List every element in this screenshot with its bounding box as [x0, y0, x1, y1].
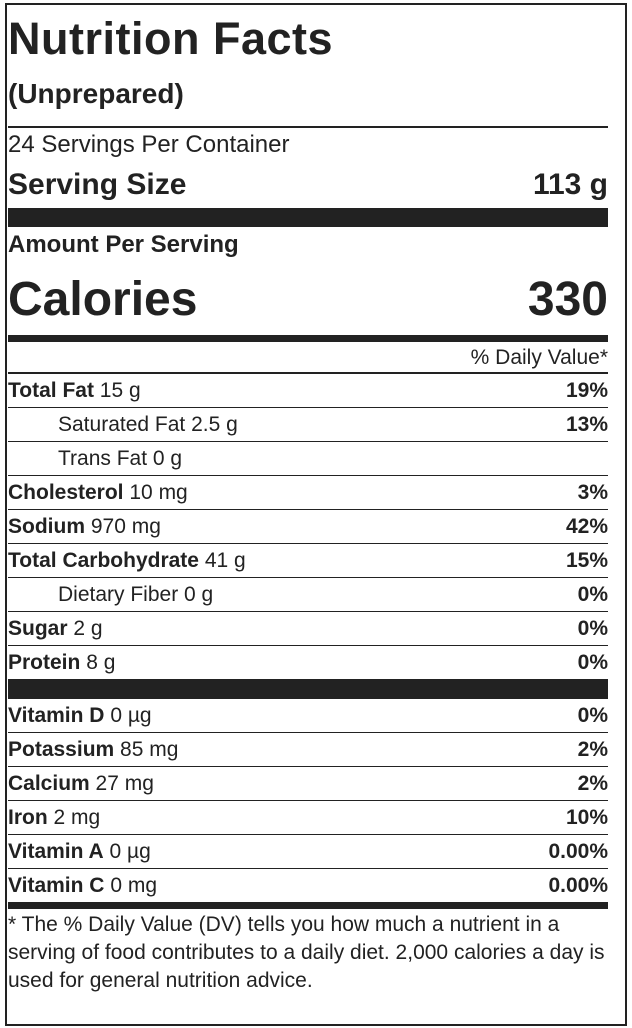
nutrient-name: Sugar: [8, 616, 68, 640]
nutrient-row: Iron 2 mg 10%: [8, 800, 608, 834]
daily-value: 3%: [577, 480, 608, 504]
nutrient-name: Saturated Fat: [58, 412, 186, 436]
nutrient-amount: 0 µg: [110, 703, 152, 727]
nutrient-row: Potassium 85 mg 2%: [8, 732, 608, 766]
nutrient-name: Vitamin A: [8, 839, 104, 863]
title: Nutrition Facts: [8, 13, 334, 64]
nutrient-name: Dietary Fiber: [58, 582, 179, 606]
nutrient-name: Trans Fat: [58, 446, 148, 470]
nutrient-row: Sodium 970 mg 42%: [8, 509, 608, 543]
footnote: * The % Daily Value (DV) tells you how m…: [8, 913, 605, 992]
nutrient: Cholesterol 10 mg: [8, 481, 188, 505]
nutrient-amount: 2 g: [73, 616, 103, 640]
nutrient: Protein 8 g: [8, 651, 115, 675]
sub-nutrient-row: Saturated Fat 2.5 g 13%: [8, 407, 608, 441]
daily-value: 2%: [577, 771, 608, 795]
vitamin-list: Vitamin D 0 µg 0% Potassium 85 mg 2% Calcium…: [8, 699, 608, 902]
nutrition-label: Nutrition Facts (Unprepared) 24 Servings…: [8, 8, 608, 995]
nutrient-row: Total Carbohydrate 41 g 15%: [8, 543, 608, 577]
nutrient: Total Fat 15 g: [8, 379, 141, 403]
divider: [8, 902, 608, 909]
nutrient-name: Potassium: [8, 737, 115, 761]
nutrient-row: Protein 8 g 0%: [8, 645, 608, 679]
sub-nutrient-row: Dietary Fiber 0 g 0%: [8, 577, 608, 611]
nutrient-amount: 15 g: [99, 378, 141, 402]
nutrient-amount: 8 g: [86, 650, 116, 674]
daily-value: 0.00%: [548, 839, 608, 863]
subtitle: (Unprepared): [8, 70, 608, 128]
daily-value: 0%: [577, 582, 608, 606]
daily-value: 19%: [565, 378, 608, 402]
nutrient: Potassium 85 mg: [8, 738, 178, 762]
nutrient-name: Total Carbohydrate: [8, 548, 199, 572]
nutrient-row: Vitamin C 0 mg 0.00%: [8, 868, 608, 902]
nutrient: Calcium 27 mg: [8, 772, 154, 796]
daily-value: 0%: [577, 650, 608, 674]
nutrient-amount: 2 mg: [53, 805, 101, 829]
serving-size: Serving Size 113 g: [8, 162, 608, 208]
daily-value: 13%: [565, 412, 608, 436]
daily-value: 15%: [565, 548, 608, 572]
nutrient-name: Calcium: [8, 771, 90, 795]
nutrient: Vitamin D 0 µg: [8, 704, 152, 728]
nutrient-name: Vitamin D: [8, 703, 105, 727]
nutrient-amount: 970 mg: [90, 514, 161, 538]
daily-value: 0%: [577, 616, 608, 640]
nutrient-name: Protein: [8, 650, 81, 674]
nutrient: Sugar 2 g: [8, 617, 103, 641]
nutrient: Trans Fat 0 g: [8, 447, 182, 471]
nutrient: Vitamin C 0 mg: [8, 874, 157, 898]
nutrient-row: Sugar 2 g 0%: [8, 611, 608, 645]
daily-value: 0.00%: [548, 873, 608, 897]
nutrient-amount: 0 µg: [109, 839, 151, 863]
nutrient-amount: 0 g: [152, 446, 183, 470]
nutrient-row: Total Fat 15 g 19%: [8, 374, 608, 407]
servings: 24 Servings Per Container: [8, 131, 290, 158]
nutrient-amount: 0 g: [184, 582, 214, 606]
nutrient: Sodium 970 mg: [8, 515, 161, 539]
sub-nutrient-row: Trans Fat 0 g: [8, 441, 608, 475]
divider: [8, 208, 608, 227]
divider: [8, 679, 608, 699]
nutrient-name: Cholesterol: [8, 480, 124, 504]
nutrient-name: Vitamin C: [8, 873, 105, 897]
nutrient: Dietary Fiber 0 g: [8, 583, 213, 607]
nutrient: Vitamin A 0 µg: [8, 840, 151, 864]
daily-value: 42%: [565, 514, 608, 538]
amount-per-serving: Amount Per Serving: [8, 231, 239, 258]
nutrient-list: Total Fat 15 g 19% Saturated Fat 2.5 g 13% T…: [8, 374, 608, 679]
nutrient-row: Cholesterol 10 mg 3%: [8, 475, 608, 509]
daily-value: 10%: [565, 805, 608, 829]
nutrient-amount: 27 mg: [95, 771, 154, 795]
nutrient: Saturated Fat 2.5 g: [8, 413, 238, 437]
daily-value: 0%: [577, 703, 608, 727]
nutrient: Total Carbohydrate 41 g: [8, 549, 246, 573]
calories-label: Calories: [8, 272, 198, 326]
serving-size-label: Serving Size: [8, 168, 187, 201]
calories-value: 330: [527, 272, 608, 326]
nutrient-amount: 85 mg: [120, 737, 179, 761]
nutrient-amount: 41 g: [204, 548, 246, 572]
nutrient-amount: 10 mg: [129, 480, 188, 504]
nutrient-name: Iron: [8, 805, 48, 829]
label-frame: [5, 3, 627, 1026]
serving-size-value: 113 g: [532, 168, 608, 201]
dv-header: % Daily Value*: [8, 342, 608, 374]
calories: Calories 330: [8, 263, 608, 335]
nutrient-name: Sodium: [8, 514, 85, 538]
nutrient-row: Calcium 27 mg 2%: [8, 766, 608, 800]
nutrient-amount: 2.5 g: [191, 412, 238, 436]
nutrient-name: Total Fat: [8, 378, 94, 402]
nutrient-amount: 0 mg: [110, 873, 157, 897]
nutrient-row: Vitamin D 0 µg 0%: [8, 699, 608, 732]
nutrient-row: Vitamin A 0 µg 0.00%: [8, 834, 608, 868]
divider: [8, 335, 608, 342]
daily-value: 2%: [577, 737, 608, 761]
nutrient: Iron 2 mg: [8, 806, 100, 830]
